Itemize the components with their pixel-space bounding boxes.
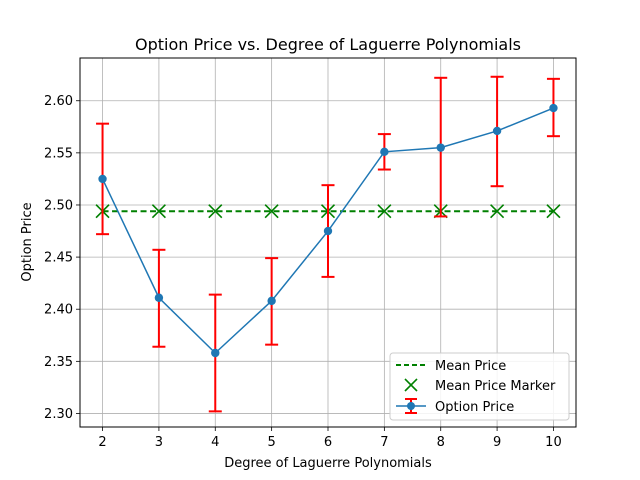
x-axis-label: Degree of Laguerre Polynomials: [224, 456, 432, 471]
y-tick-label: 2.40: [44, 303, 73, 318]
chart-title: Option Price vs. Degree of Laguerre Poly…: [135, 35, 521, 54]
legend-option-price-label: Option Price: [435, 400, 514, 415]
x-tick-label: 4: [211, 435, 219, 450]
y-tick-label: 2.60: [44, 94, 73, 109]
x-tick-label: 6: [324, 435, 332, 450]
mean-price-marker: [377, 204, 392, 219]
x-tick-label: 9: [493, 435, 501, 450]
y-tick-label: 2.50: [44, 198, 73, 213]
y-ticks: 2.30 2.35 2.40 2.45 2.50 2.55 2.60: [44, 94, 80, 422]
legend-mean-price-label: Mean Price: [435, 359, 506, 374]
legend-box: [389, 352, 570, 421]
y-tick-label: 2.45: [44, 251, 73, 266]
legend-option-price-swatch: [396, 398, 426, 414]
option-price-point: [436, 143, 445, 152]
mean-price-marker: [490, 204, 505, 219]
x-tick-label: 8: [437, 435, 445, 450]
legend-mean-marker-swatch: [404, 378, 418, 392]
option-price-point: [380, 147, 389, 157]
option-price-point: [267, 296, 276, 306]
y-tick-label: 2.30: [44, 407, 73, 422]
y-tick-label: 2.55: [44, 146, 73, 161]
option-price-point: [549, 103, 558, 113]
option-price-point: [211, 348, 220, 358]
mean-price-marker: [151, 204, 166, 219]
x-tick-label: 3: [155, 435, 163, 450]
mean-price-marker: [208, 204, 223, 219]
option-price-point: [98, 174, 107, 184]
x-ticks: 2 3 4 5 6 7 8 9 10: [98, 427, 562, 450]
option-price-point: [323, 226, 333, 236]
mean-price-marker: [546, 204, 561, 219]
option-price-point: [154, 293, 164, 302]
y-tick-label: 2.35: [44, 355, 73, 370]
legend-mean-marker-label: Mean Price Marker: [435, 379, 556, 394]
legend: Mean Price Mean Price Marker Option Pric…: [389, 352, 570, 421]
option-price-point: [492, 126, 502, 136]
x-tick-label: 2: [98, 435, 106, 450]
mean-price-marker: [264, 204, 279, 219]
option-price-series: [98, 103, 558, 358]
y-axis-label: Option Price: [20, 202, 35, 281]
x-tick-label: 7: [380, 435, 388, 450]
x-tick-label: 5: [267, 435, 275, 450]
x-tick-label: 10: [545, 435, 562, 450]
